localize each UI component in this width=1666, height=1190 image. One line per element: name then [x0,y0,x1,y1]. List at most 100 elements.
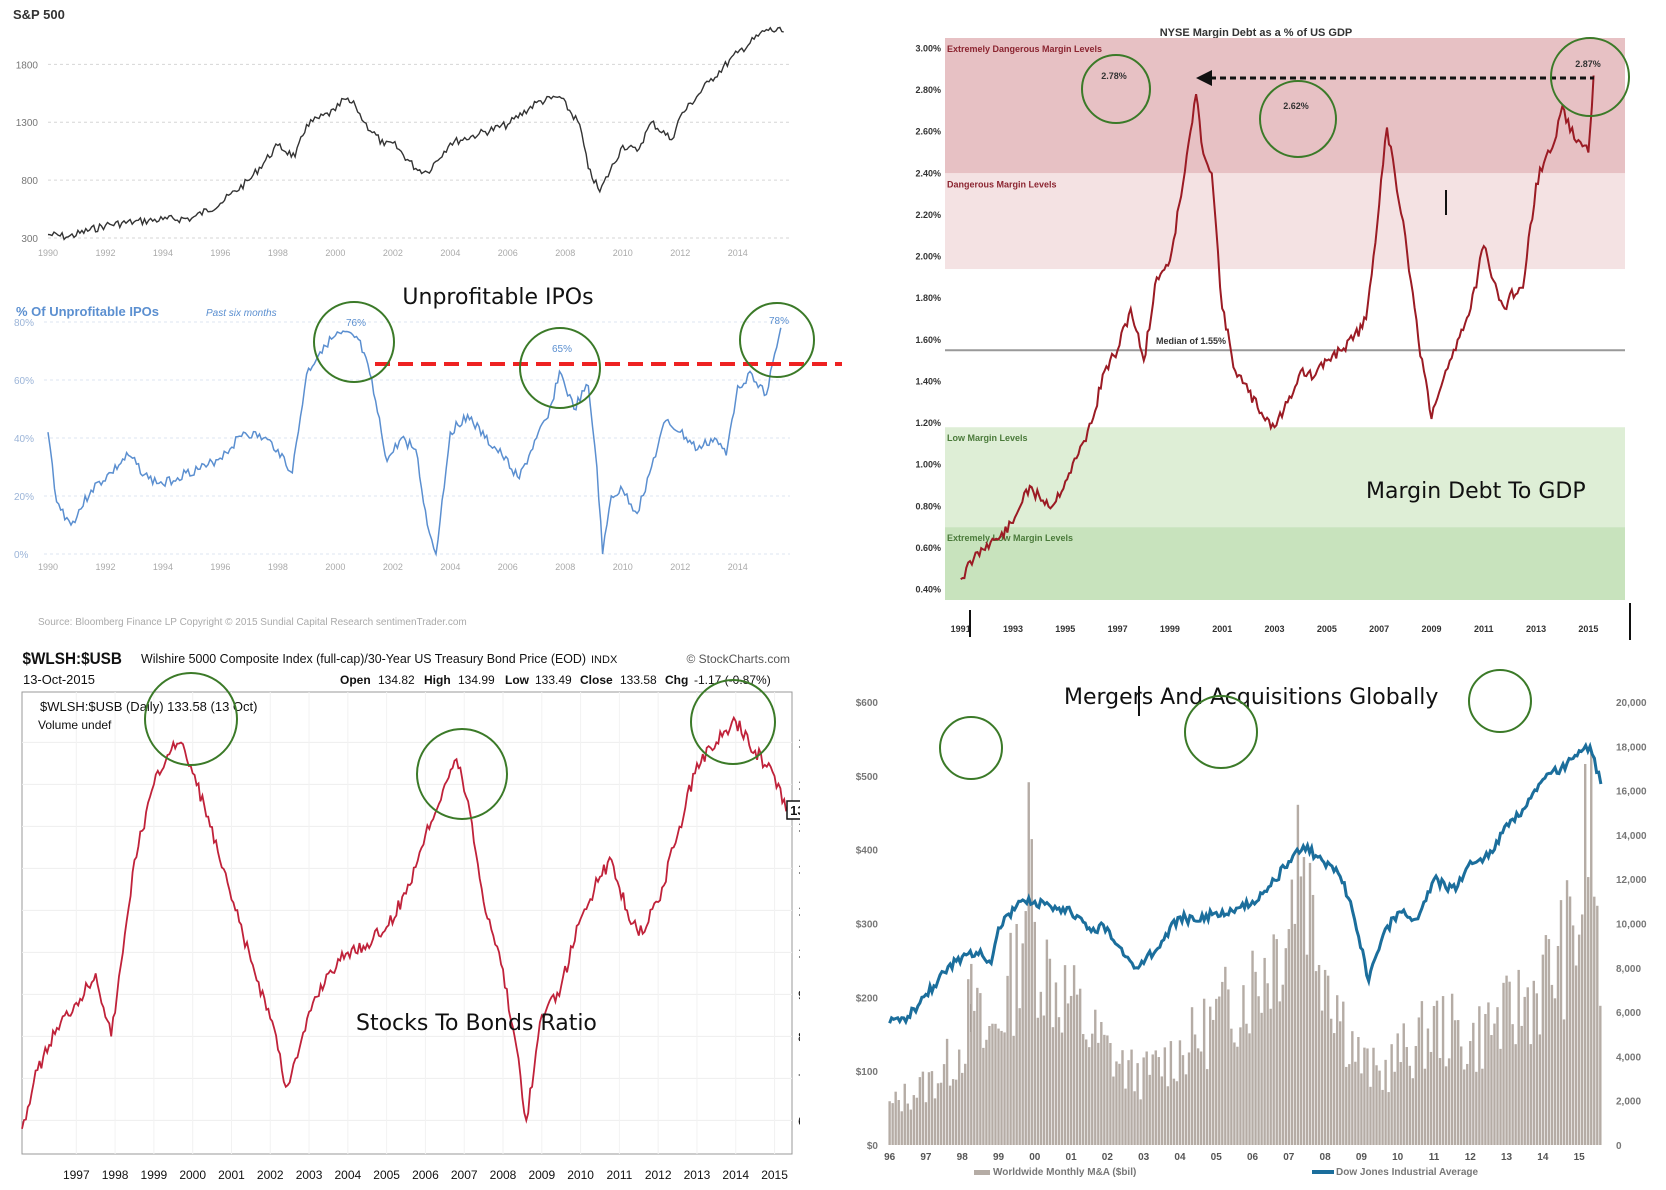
wlsh-x-tick: 1997 [63,1168,90,1182]
wlsh-legend-line: $WLSH:$USB (Daily) 133.58 (13 Oct) [40,699,257,714]
wlsh-annotations [144,672,776,820]
ma-bar [894,1091,897,1145]
margin-chart: NYSE Margin Debt as a % of US GDP Extrem… [915,27,1631,640]
ma-x-tick: 08 [1320,1152,1332,1163]
ma-bar [1260,1012,1263,1145]
margin-x-tick: 1999 [1160,624,1180,634]
ma-x-tick: 03 [1138,1152,1150,1163]
ma-bar [1432,1005,1436,1145]
ma-bar [948,1085,952,1145]
ma-x-tick: 06 [1247,1152,1259,1163]
ma-bar [1502,982,1505,1145]
wlsh-x-tick: 2006 [412,1168,439,1182]
ma-x-tick: 10 [1392,1152,1404,1163]
ipo-x-tick: 2006 [498,562,518,572]
ma-bar [1580,914,1584,1145]
ma-bar [945,1038,949,1145]
ma-bar [1447,1058,1451,1145]
ma-bar [1317,964,1321,1145]
ma-bar [1517,969,1520,1145]
ma-bar [1574,965,1578,1145]
ma-bar [1036,1017,1040,1145]
margin-title: NYSE Margin Debt as a % of US GDP [1160,27,1353,39]
wlsh-x-tick: 2007 [451,1168,478,1182]
wlsh-last-value-box [786,800,800,820]
ma-bar [1242,985,1245,1145]
wlsh-plot-frame [21,691,793,1155]
ma-bar [1015,923,1018,1145]
margin-zone [945,527,1625,600]
svg-text:Low: Low [505,673,530,687]
ma-bar [1106,1035,1109,1145]
wlsh-line [21,715,788,1129]
ma-bar [1538,1034,1542,1145]
ma-bar [1027,782,1030,1145]
ma-legend-bars: Worldwide Monthly M&A ($bil) [993,1167,1136,1178]
ma-bar [1544,935,1548,1145]
ma-bar [1127,1060,1130,1145]
ma-bar [1208,1006,1212,1145]
ma-bar [1060,1032,1064,1145]
ma-bar [1565,880,1569,1145]
ma-bar [1378,1070,1381,1145]
ma-bar [997,1028,1000,1145]
ma-x-tick: 12 [1465,1152,1477,1163]
wlsh-y-tick: 100 [798,945,800,960]
ma-x-ticks: 96 97 98 99 00 01 02 03 04 05 06 07 08 09 10 11 12 13 14 15 [884,1152,1585,1163]
ma-bar [1136,1063,1139,1145]
margin-arrow-head [1196,70,1212,86]
ma-y-tick-right: 14,000 [1616,831,1647,842]
wlsh-y-tick: 80 [798,1029,800,1044]
wlsh-y-tick: 110 [798,903,800,918]
ma-y-tick-left: $600 [856,698,879,709]
sp500-x-tick: 2012 [670,248,690,258]
ma-bar [1057,1017,1061,1145]
ipo-line [47,327,782,557]
ma-bar [933,1098,937,1145]
ma-bar [897,1100,900,1145]
ma-bar [1151,1054,1154,1145]
ma-bar [951,1079,955,1145]
wlsh-x-tick: 2015 [761,1168,788,1182]
ma-bar [1293,923,1297,1145]
margin-x-tick: 1993 [1003,624,1023,634]
ma-bar [1115,1061,1118,1145]
ma-bar [1030,839,1033,1145]
ma-bar [954,1079,958,1145]
wlsh-highlight-circle [690,679,776,765]
ipo-x-tick: 1992 [95,562,115,572]
ma-bar [1278,1001,1281,1145]
ma-dow-line [888,741,1603,1026]
ma-bar [1314,971,1318,1145]
margin-y-tick: 2.00% [915,252,941,262]
ma-bar [1399,1062,1402,1145]
ma-legend-dow: Dow Jones Industrial Average [1336,1167,1479,1178]
ma-bar [1130,1049,1133,1145]
ma-bar [1039,991,1043,1145]
ma-bar [1290,879,1294,1145]
ma-bar [1251,950,1254,1145]
ma-bar [1257,996,1260,1145]
margin-y-tick: 2.40% [915,168,941,178]
ma-bar [906,1103,909,1145]
margin-annotations: 2.78% 2.62% 2.87% [1081,37,1630,158]
ma-bar [1142,1057,1145,1145]
ipo-title: % Of Unprofitable IPOs [16,304,159,319]
ma-bar [957,1049,961,1145]
ma-bar [924,1102,928,1145]
ma-bar [1066,1003,1070,1145]
ma-bar [1012,1035,1015,1145]
svg-text:Open: Open [340,673,371,687]
ma-y-tick-right: 18,000 [1616,742,1647,753]
sp500-x-tick: 2006 [498,248,518,258]
ipo-y-tick: 20% [14,492,34,503]
wlsh-x-ticks: 1997 1998 1999 2000 2001 2002 2003 2004 2005 2006… [63,1168,788,1182]
margin-zones: Extremely Dangerous Margin Levels Dangero… [945,38,1625,600]
ma-bar [1326,975,1330,1145]
ma-bar [1535,993,1539,1145]
ma-bar [1221,981,1224,1145]
ma-bar [1272,934,1275,1145]
ma-bar [1121,1050,1124,1145]
ipo-x-tick: 2014 [728,562,748,572]
ma-bar [1393,1071,1396,1145]
